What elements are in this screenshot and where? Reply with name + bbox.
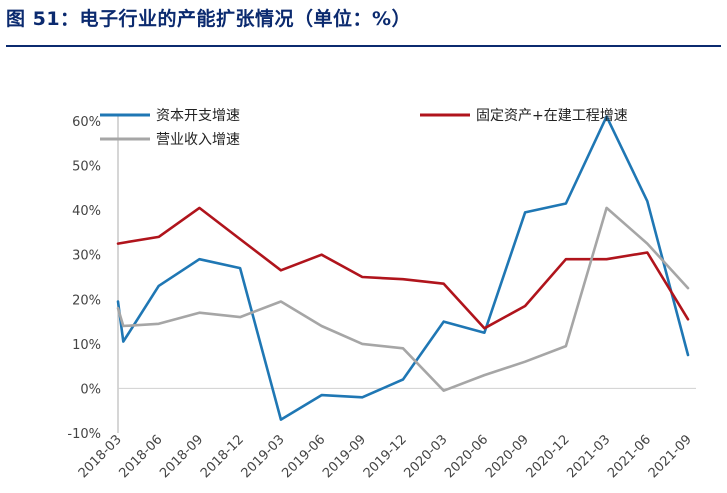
x-tick-label: 2021-06	[605, 432, 654, 481]
x-tick-label: 2019-09	[320, 432, 369, 481]
x-tick-label: 2018-12	[198, 432, 247, 481]
series-line-2	[116, 206, 690, 330]
y-tick-label: 10%	[72, 338, 101, 353]
x-axis: 2018-032018-062018-092018-122019-032019-…	[76, 387, 696, 481]
y-tick-label: 40%	[72, 204, 101, 219]
y-tick-label: 50%	[72, 160, 101, 175]
y-tick-label: 20%	[72, 293, 101, 308]
y-tick-label: 30%	[72, 249, 101, 264]
y-tick-label: 0%	[80, 382, 101, 397]
x-tick-label: 2018-09	[157, 432, 206, 481]
y-axis: -10% 0% 10% 20% 30% 40% 50% 60%	[67, 115, 119, 442]
title-divider	[6, 45, 721, 47]
y-tick-label: 60%	[72, 115, 101, 130]
x-tick-label: 2020-12	[524, 432, 573, 481]
x-tick-label: 2020-03	[402, 432, 451, 481]
x-tick-label: 2019-12	[361, 432, 410, 481]
series-line-1	[116, 115, 690, 421]
legend-label: 资本开支增速	[156, 108, 240, 124]
x-tick-label: 2019-06	[279, 432, 328, 481]
series-lines	[116, 115, 690, 421]
legend-label: 营业收入增速	[156, 132, 240, 148]
x-tick-label: 2021-09	[646, 432, 695, 481]
x-tick-label: 2020-06	[442, 432, 491, 481]
series-line-3	[116, 206, 690, 393]
legend-label: 固定资产+在建工程增速	[476, 108, 628, 124]
x-tick-label: 2020-09	[483, 432, 532, 481]
x-tick-label: 2021-03	[564, 432, 613, 481]
x-tick-label: 2019-03	[239, 432, 288, 481]
y-tick-label: -10%	[67, 427, 101, 442]
x-tick-label: 2018-06	[117, 432, 166, 481]
chart-title: 图 51：电子行业的产能扩张情况（单位：%）	[6, 8, 412, 30]
